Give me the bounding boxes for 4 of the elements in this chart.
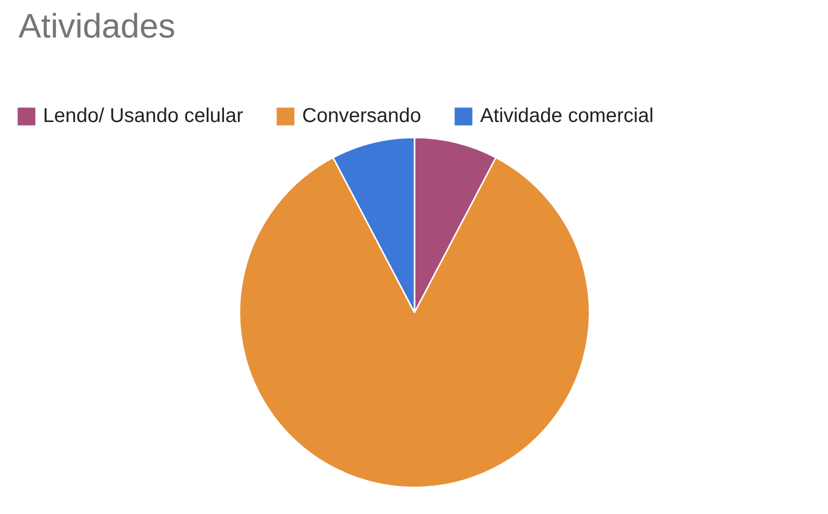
legend-label: Conversando <box>302 104 422 128</box>
chart-title: Atividades <box>18 8 176 46</box>
legend-label: Lendo/ Usando celular <box>43 104 244 128</box>
legend-label: Atividade comercial <box>480 104 654 128</box>
